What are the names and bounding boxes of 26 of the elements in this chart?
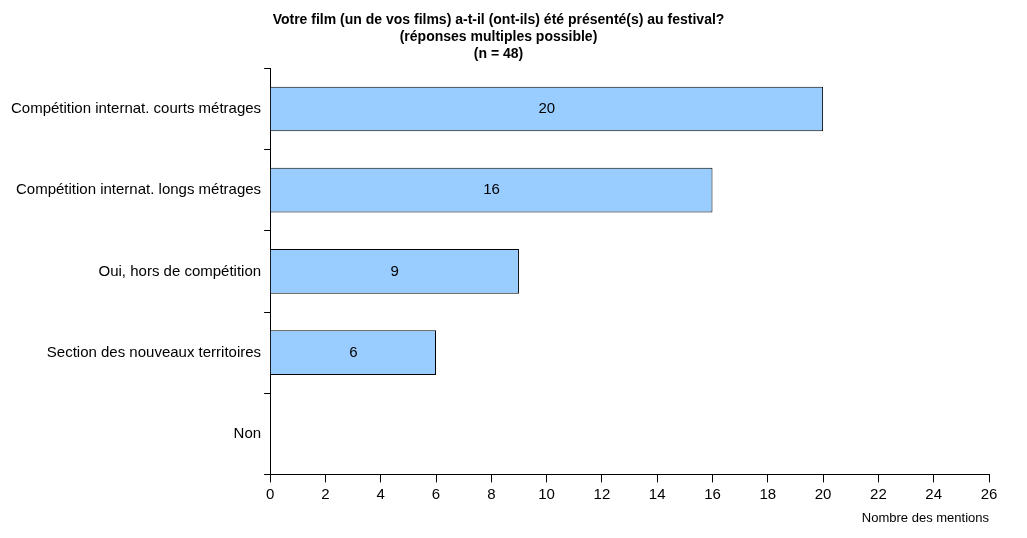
x-tick-label: 12	[593, 484, 611, 502]
chart-title: Votre film (un de vos films) a-t-il (ont-ils) été présenté(s) au festival?	[272, 11, 725, 28]
x-tick-label: 24	[925, 484, 943, 502]
data-label: 16	[483, 180, 500, 198]
x-axis-title: Nombre des mentions	[861, 509, 990, 525]
y-tick-label: Section des nouveaux territoires	[46, 342, 262, 360]
x-tick-label: 6	[431, 484, 441, 502]
y-tick-label: Compétition internat. longs métrages	[15, 180, 262, 198]
x-tick-label: 2	[321, 484, 330, 502]
y-tick-label: Non	[233, 423, 262, 441]
x-tick-label: 10	[538, 484, 555, 502]
chart-subtitle: (réponses multiples possible) (n = 48)	[399, 28, 598, 61]
x-tick-label: 8	[487, 484, 496, 502]
y-tick-label: Oui, hors de compétition	[98, 261, 262, 279]
x-tick-label: 26	[980, 484, 998, 502]
x-tick-label: 16	[704, 484, 721, 502]
x-tick-label: 22	[870, 484, 887, 502]
data-label: 20	[538, 99, 556, 117]
x-tick-label: 18	[759, 484, 777, 502]
data-label: 9	[390, 261, 399, 279]
x-tick-label: 20	[814, 484, 832, 502]
x-tick-label: 4	[376, 484, 385, 502]
x-tick-label: 14	[648, 484, 666, 502]
data-label: 6	[349, 342, 358, 360]
x-tick-label: 0	[265, 484, 275, 502]
y-tick-label: Compétition internat. courts métrages	[10, 99, 262, 117]
